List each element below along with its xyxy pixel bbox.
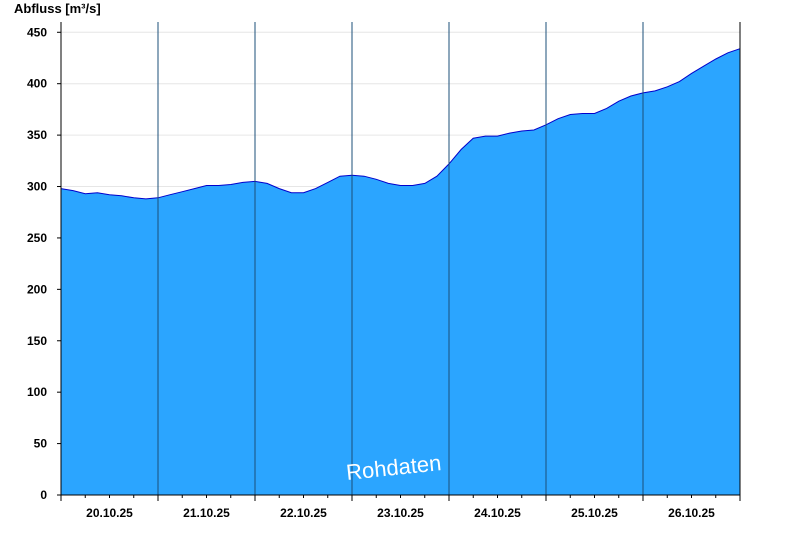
x-tick-label: 22.10.25 — [280, 506, 327, 520]
y-axis-label: Abfluss [m³/s] — [14, 1, 101, 16]
y-tick-label: 0 — [40, 488, 47, 502]
discharge-area — [61, 41, 740, 495]
x-tick-label: 25.10.25 — [571, 506, 618, 520]
discharge-line — [60, 41, 741, 200]
y-tick-label: 150 — [27, 334, 47, 348]
x-tick-label: 23.10.25 — [377, 506, 424, 520]
y-ticks: 0 50 100 150 200 250 300 350 400 450 — [27, 25, 61, 502]
y-tick-label: 250 — [27, 231, 47, 245]
x-tick-label: 24.10.25 — [474, 506, 521, 520]
y-tick-label: 200 — [27, 282, 47, 296]
y-tick-label: 450 — [27, 25, 47, 39]
x-tick-label: 26.10.25 — [668, 506, 715, 520]
day-separators — [157, 22, 644, 495]
x-tick-label: 21.10.25 — [183, 506, 230, 520]
x-tick-label: 20.10.25 — [86, 506, 133, 520]
y-tick-label: 50 — [34, 437, 48, 451]
y-tick-label: 100 — [27, 385, 47, 399]
y-tick-label: 350 — [27, 128, 47, 142]
y-tick-label: 300 — [27, 180, 47, 194]
y-tick-label: 400 — [27, 77, 47, 91]
x-ticks: 20.10.25 21.10.25 22.10.25 23.10.25 24.10.25… — [60, 495, 741, 520]
